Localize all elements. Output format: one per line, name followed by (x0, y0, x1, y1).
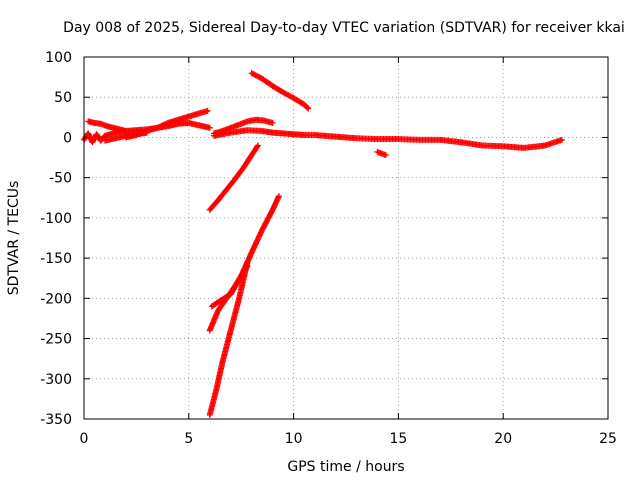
series-arc-isolated (374, 148, 389, 159)
chart-title: Day 008 of 2025, Sidereal Day-to-day VTE… (63, 20, 625, 36)
series-arc-mid-decline (206, 142, 261, 213)
series-arc-upper-long (210, 127, 565, 151)
y-tick-label: 100 (45, 50, 72, 66)
data-point (269, 119, 276, 126)
y-tick-label: 0 (63, 130, 72, 146)
data-point (206, 124, 213, 131)
x-tick-label: 15 (389, 431, 407, 447)
series-arc-upper-descending (248, 70, 312, 112)
data-point (275, 193, 282, 200)
data-point (143, 129, 150, 136)
grid-lines (84, 57, 608, 419)
y-tick-label: -350 (40, 412, 72, 428)
y-tick-label: -50 (49, 171, 72, 187)
tick-labels: 0 5 10 15 20 25 100 50 0 -50 -100 -150 -200 -250 -300 -… (40, 50, 617, 447)
x-tick-label: 0 (80, 431, 89, 447)
series-arc-low-cluster (101, 129, 150, 144)
data-marks (81, 70, 565, 418)
data-point (304, 104, 311, 111)
data-point (254, 142, 261, 149)
data-point (305, 105, 312, 112)
y-tick-label: -150 (40, 251, 72, 267)
x-tick-label: 10 (285, 431, 303, 447)
data-point (558, 136, 565, 143)
x-tick-label: 5 (184, 431, 193, 447)
x-tick-label: 20 (494, 431, 512, 447)
x-axis-label: GPS time / hours (287, 459, 404, 475)
axis-ticks (83, 56, 609, 420)
data-point (244, 259, 251, 266)
series-arc-hump (210, 116, 276, 137)
data-point (254, 143, 261, 150)
y-tick-label: -250 (40, 332, 72, 348)
y-axis-label: SDTVAR / TECUs (6, 181, 22, 296)
y-tick-label: -100 (40, 211, 72, 227)
x-tick-label: 25 (599, 431, 617, 447)
data-point (382, 152, 389, 159)
data-point (204, 107, 211, 114)
y-tick-label: -300 (40, 372, 72, 388)
plot-frame (83, 56, 609, 420)
series-arc-steep (206, 259, 251, 418)
y-tick-label: -200 (40, 291, 72, 307)
series-arc-start-noisy (81, 130, 108, 146)
y-tick-label: 50 (54, 90, 72, 106)
